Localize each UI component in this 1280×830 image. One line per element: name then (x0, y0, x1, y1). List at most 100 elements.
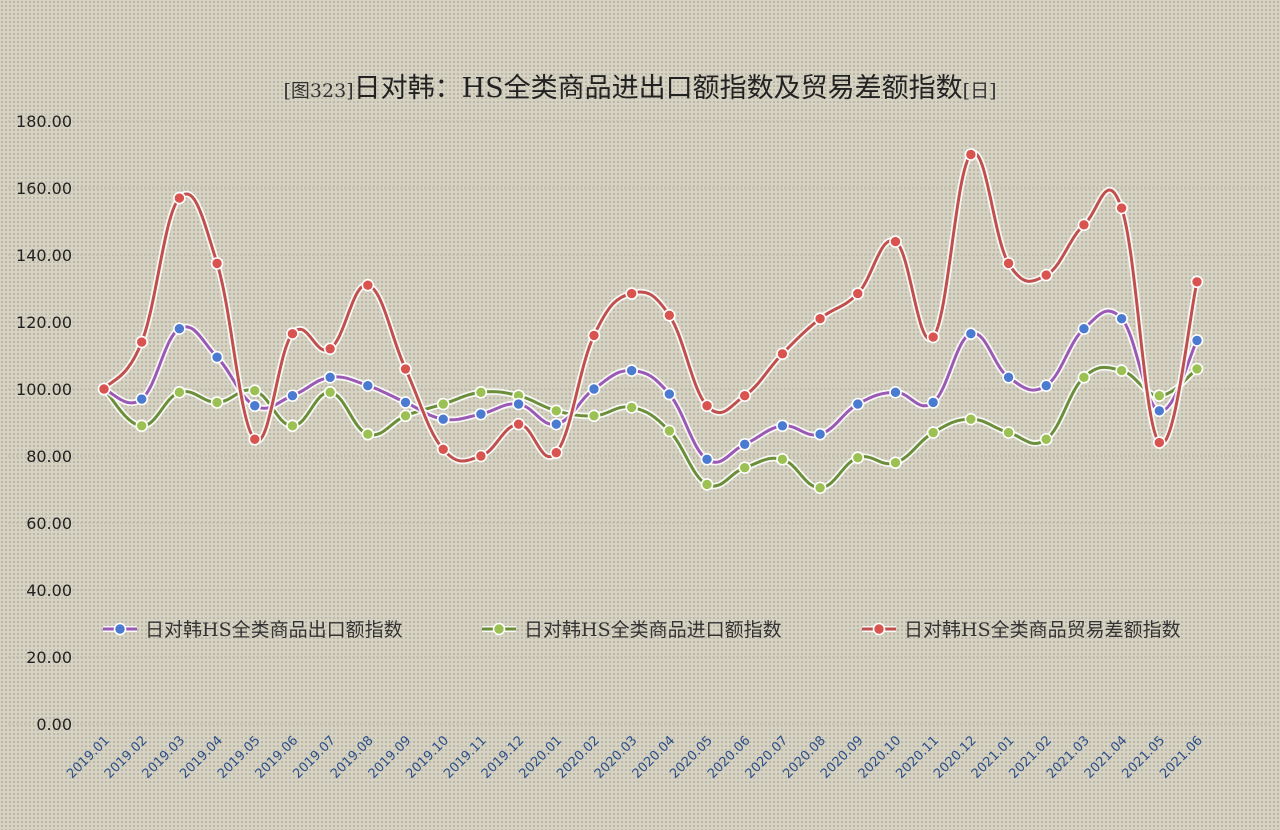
data-point (436, 397, 450, 411)
data-point (1039, 268, 1053, 282)
y-tick-label: 20.00 (26, 648, 72, 667)
data-point (1115, 201, 1128, 215)
data-point (738, 389, 752, 403)
data-point (399, 396, 412, 409)
data-point (1077, 370, 1091, 384)
data-point (135, 392, 148, 406)
data-point (248, 432, 262, 446)
y-tick-label: 180.00 (16, 112, 72, 131)
data-point (587, 382, 601, 396)
data-point (1115, 364, 1128, 377)
data-point (776, 453, 789, 466)
data-point (813, 427, 827, 441)
data-point (436, 412, 450, 426)
data-point (700, 453, 714, 466)
data-point (549, 404, 563, 418)
chart-title: [图323]日对韩：HS全类商品进出口额指数及贸易差额指数[日] (0, 66, 1280, 105)
legend-label: 日对韩HS全类商品进口额指数 (524, 619, 782, 641)
data-point (663, 424, 676, 438)
data-point (926, 426, 940, 439)
data-point (964, 148, 978, 161)
data-point (851, 397, 865, 411)
data-point (889, 456, 902, 470)
data-point (776, 419, 789, 433)
series-3 (97, 148, 1204, 465)
data-point (1077, 322, 1091, 336)
legend: 日对韩HS全类商品出口额指数 日对韩HS全类商品进口额指数 日对韩HS全类商品贸易差… (103, 619, 1181, 641)
data-point (474, 386, 488, 399)
data-point (135, 419, 148, 433)
data-point (474, 407, 488, 421)
data-point (813, 481, 827, 495)
data-point (1153, 436, 1166, 449)
legend-marker (872, 622, 886, 636)
series-line (102, 309, 1199, 464)
data-point (700, 399, 714, 413)
legend-item-3: 日对韩HS全类商品贸易差额指数 (862, 619, 1181, 641)
data-point (1002, 426, 1015, 439)
series-line-halo (100, 307, 1201, 466)
y-tick-label: 100.00 (16, 380, 72, 399)
data-point (663, 387, 676, 401)
data-point (587, 329, 601, 342)
data-point (286, 419, 299, 433)
data-point (964, 327, 978, 341)
y-tick-label: 160.00 (16, 179, 72, 198)
data-point (361, 278, 375, 292)
title-suffix: [日] (962, 80, 997, 102)
data-point (1153, 404, 1166, 418)
data-point (1190, 275, 1204, 289)
data-point (813, 312, 827, 325)
data-point (776, 347, 789, 361)
data-point (248, 384, 262, 397)
data-point (964, 412, 978, 426)
y-tick-label: 40.00 (26, 581, 72, 600)
legend-marker (492, 622, 506, 636)
data-point (1190, 334, 1204, 347)
data-point (625, 287, 638, 300)
series-1 (97, 307, 1204, 466)
data-point (361, 379, 375, 392)
y-tick-label: 0.00 (36, 715, 72, 734)
data-point (1002, 257, 1015, 270)
data-point (286, 389, 299, 403)
data-point (1002, 370, 1015, 384)
data-point (549, 417, 563, 431)
data-point (663, 308, 676, 322)
data-point (474, 449, 488, 463)
data-point (738, 461, 752, 475)
y-tick-label: 60.00 (26, 514, 72, 533)
data-point (399, 362, 412, 376)
data-point (210, 257, 224, 270)
data-point (926, 330, 940, 344)
data-point (286, 327, 299, 341)
data-point (625, 364, 638, 377)
legend-label: 日对韩HS全类商品出口额指数 (145, 619, 403, 641)
data-point (851, 287, 865, 300)
data-point (926, 396, 940, 409)
y-tick-label: 140.00 (16, 246, 72, 265)
x-axis-ticks: 2019.012019.022019.032019.042019.052019.… (64, 733, 1206, 782)
data-point (361, 427, 375, 441)
data-point (399, 409, 412, 423)
legend-label: 日对韩HS全类商品贸易差额指数 (904, 619, 1181, 641)
data-point (851, 451, 865, 464)
legend-item-1: 日对韩HS全类商品出口额指数 (103, 619, 403, 641)
data-point (436, 442, 450, 456)
data-point (738, 437, 752, 451)
data-point (1115, 312, 1128, 325)
data-point (512, 417, 525, 431)
data-point (210, 350, 224, 364)
series-layer (97, 148, 1204, 495)
data-point (625, 401, 638, 414)
data-point (323, 342, 337, 356)
data-point (1190, 362, 1204, 376)
data-point (587, 409, 601, 423)
data-point (248, 399, 262, 413)
data-point (1039, 432, 1053, 446)
y-axis-ticks: 0.00 20.00 40.00 60.00 80.00 100.00 120.00 140.… (16, 112, 72, 734)
data-point (549, 446, 563, 459)
data-point (173, 191, 186, 205)
data-point (1077, 218, 1091, 232)
